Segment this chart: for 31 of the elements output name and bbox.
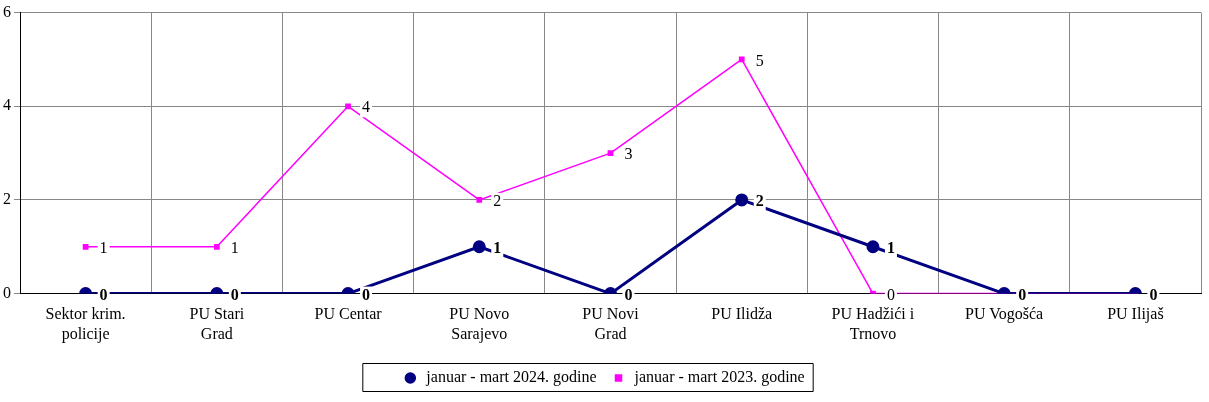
x-tick-label: PU Novo Sarajevo — [449, 305, 510, 343]
x-tick-label: PU Novi Grad — [582, 305, 640, 342]
data-label: 0 — [624, 285, 633, 303]
y-tick-label: 2 — [3, 190, 11, 208]
data-label: 0 — [230, 285, 239, 303]
data-label: 0 — [1149, 285, 1158, 303]
legend-label: januar - mart 2024. godine — [425, 368, 597, 387]
data-label: 4 — [362, 98, 371, 116]
data-label: 0 — [99, 285, 108, 303]
data-label: 2 — [493, 192, 502, 210]
data-label: 0 — [886, 285, 895, 303]
data-label: 1 — [230, 238, 239, 256]
data-label: 5 — [755, 51, 764, 69]
data-label: 2 — [755, 192, 764, 210]
x-tick-label: Sektor krim. policije — [45, 305, 126, 343]
x-tick-label: PU Vogošća — [965, 305, 1044, 324]
x-tick-label: PU Ilijaš — [1107, 305, 1164, 324]
x-tick-label: PU Stari Grad — [189, 305, 245, 342]
x-tick-label: PU Hadžići i Trnovo — [831, 305, 915, 342]
y-tick-label: 0 — [3, 283, 11, 301]
data-label: 0 — [362, 285, 371, 303]
y-tick-label: 4 — [3, 96, 11, 114]
y-tick-label: 6 — [3, 2, 11, 20]
data-label: 1 — [99, 238, 108, 256]
data-label: 0 — [1018, 285, 1027, 303]
x-tick-label: PU Ilidža — [711, 305, 773, 323]
data-label: 1 — [886, 238, 895, 256]
legend-label: januar - mart 2023. godine — [633, 368, 805, 387]
data-label: 1 — [493, 238, 502, 256]
data-label: 3 — [624, 145, 633, 163]
x-tick-label: PU Centar — [314, 305, 383, 323]
